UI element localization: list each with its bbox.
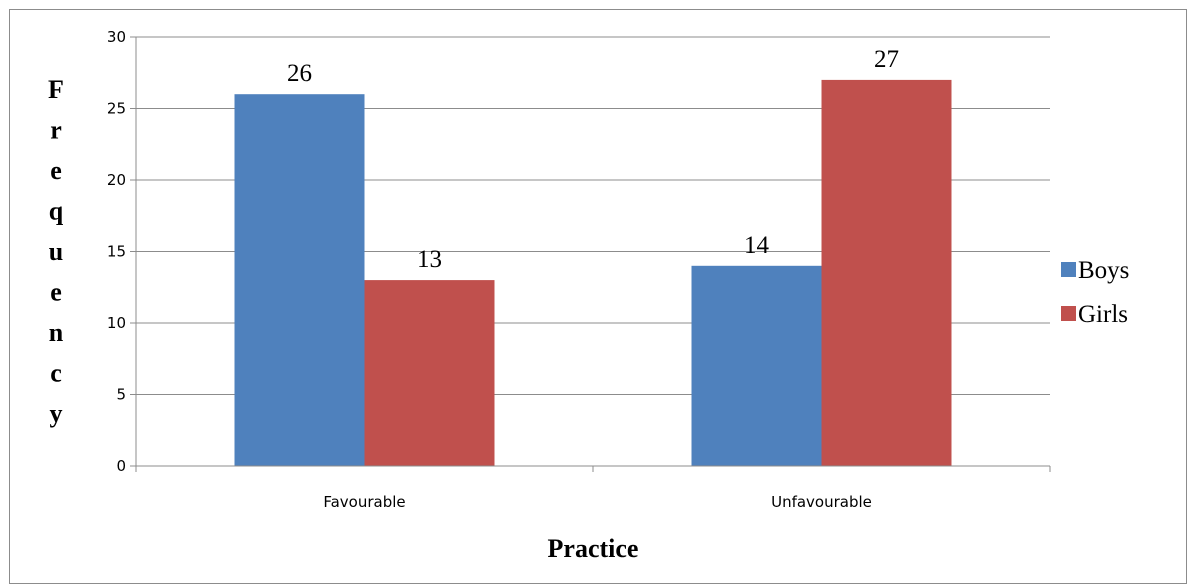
data-label: 26 — [287, 60, 312, 87]
data-label: 13 — [417, 246, 442, 273]
data-label: 27 — [874, 46, 899, 73]
y-tick-label: 0 — [116, 457, 126, 475]
y-tick-labels: 0 5 10 15 20 25 30 — [107, 28, 126, 475]
legend-label-boys: Boys — [1078, 257, 1129, 284]
y-axis-title-letter: u — [49, 237, 63, 266]
y-tick-label: 30 — [107, 28, 126, 46]
legend-swatch-girls — [1061, 306, 1076, 321]
y-tick-label: 5 — [116, 386, 126, 404]
data-label: 14 — [744, 232, 770, 259]
bar-boys-unfavourable — [691, 265, 822, 466]
bar-girls-unfavourable — [821, 79, 952, 467]
y-axis-title-letter: c — [50, 359, 62, 388]
y-tick-label: 10 — [107, 314, 126, 332]
category-label: Unfavourable — [771, 493, 872, 511]
legend-swatch-boys — [1061, 262, 1076, 277]
y-axis-title-letter: r — [50, 116, 62, 145]
y-axis-title-letter: e — [50, 156, 62, 185]
axes — [130, 36, 1051, 472]
legend: Boys Girls — [1061, 257, 1129, 328]
y-axis-title-letter: q — [49, 197, 64, 226]
y-axis-title-letter: n — [49, 318, 64, 347]
y-axis-title-letter: e — [50, 278, 62, 307]
bar-boys-favourable — [234, 94, 365, 466]
y-tick-label: 20 — [107, 171, 126, 189]
data-labels: 26 13 14 27 — [287, 46, 899, 273]
legend-label-girls: Girls — [1078, 301, 1128, 328]
bar-girls-favourable — [364, 280, 495, 466]
chart-frame — [9, 9, 1187, 584]
category-label: Favourable — [323, 493, 405, 511]
bars — [234, 79, 952, 467]
y-axis-title-letter: y — [50, 399, 63, 428]
y-tick-label: 25 — [107, 100, 126, 118]
category-labels: Favourable Unfavourable — [323, 493, 872, 511]
y-tick-label: 15 — [107, 243, 126, 261]
y-axis-title-letter: F — [48, 75, 64, 104]
bar-chart: 0 5 10 15 20 25 30 Favourable Unfavourable 26 13… — [48, 28, 1129, 563]
x-axis-title: Practice — [548, 534, 639, 563]
